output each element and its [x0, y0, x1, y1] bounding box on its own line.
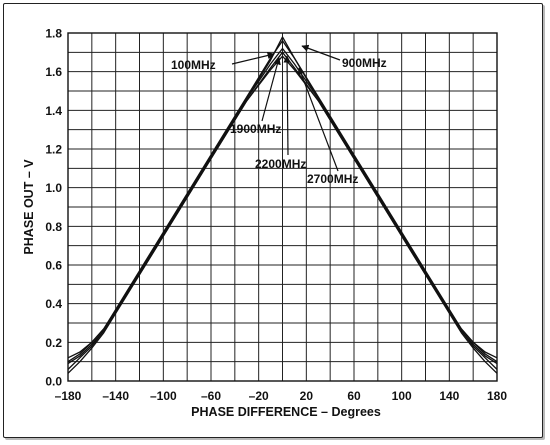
annotation-label-2700mhz: 2700MHz: [307, 172, 358, 186]
y-tick-label: 1.2: [45, 143, 62, 157]
chart-frame: [3, 3, 543, 438]
x-tick-label: 180: [487, 389, 507, 403]
x-tick-label: 140: [439, 389, 459, 403]
y-tick-labels: 0.0 0.2 0.4 0.6 0.8 1.0 1.2 1.4 1.6 1.8: [45, 27, 62, 389]
x-tick-label: –100: [150, 389, 177, 403]
annotation-arrow-100mhz: [231, 51, 275, 65]
series-lines: [67, 36, 498, 374]
annotation-arrow-1900mhz: [261, 57, 281, 122]
y-tick-label: 0.4: [45, 297, 62, 311]
x-axis-title: PHASE DIFFERENCE – Degrees: [191, 405, 381, 419]
x-tick-labels: –180 –140 –100 –60 –20 20 60 100 140 180: [55, 389, 508, 403]
series-line-2700mhz: [67, 55, 498, 374]
x-tick-label: –140: [102, 389, 129, 403]
annotation-arrow-2200mhz: [283, 55, 291, 156]
x-tick-label: –60: [201, 389, 221, 403]
y-tick-label: 1.6: [45, 65, 62, 79]
series-line-900mhz: [67, 36, 498, 359]
y-tick-label: 1.0: [45, 181, 62, 195]
y-tick-label: 0.8: [45, 220, 62, 234]
y-axis-title: PHASE OUT – V: [22, 159, 36, 255]
y-tick-label: 1.8: [45, 27, 62, 41]
series-line-2200mhz: [67, 51, 498, 370]
x-tick-label: –20: [249, 389, 269, 403]
x-tick-label: 100: [392, 389, 412, 403]
y-tick-label: 1.4: [45, 104, 62, 118]
annotation-label-1900mhz: 1900MHz: [230, 122, 281, 136]
annotation-label-900mhz: 900MHz: [342, 56, 387, 70]
y-tick-label: 0.0: [45, 375, 62, 389]
annotation-arrow-2700mhz: [297, 67, 339, 172]
y-tick-label: 0.2: [45, 336, 62, 350]
annotation-label-2200mhz: 2200MHz: [255, 157, 306, 171]
annotation-arrow-900mhz: [301, 44, 341, 61]
annotation-label-100mhz: 100MHz: [171, 58, 216, 72]
y-tick-label: 0.6: [45, 259, 62, 273]
plot-border: [67, 32, 498, 382]
x-tick-label: 20: [300, 389, 314, 403]
x-tick-label: 60: [347, 389, 361, 403]
grid: [68, 33, 497, 381]
x-tick-label: –180: [55, 389, 82, 403]
